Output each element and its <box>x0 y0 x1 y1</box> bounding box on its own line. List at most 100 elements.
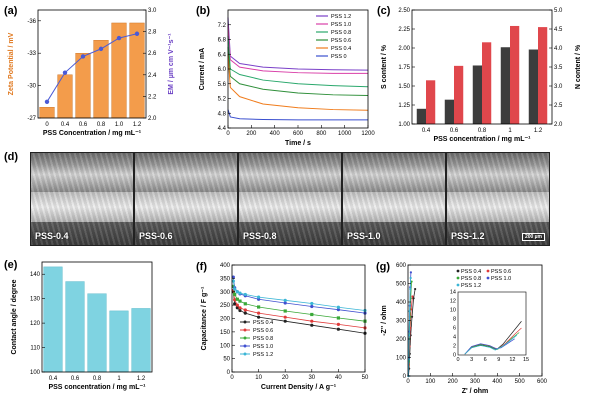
panel-f-y-tick-label: 300 <box>220 290 231 296</box>
panel-a-x-tick-label: 1.0 <box>115 122 124 128</box>
panel-f-ylabel: Capacitance / F g⁻¹ <box>201 286 208 350</box>
capacitance-point <box>336 327 340 331</box>
panel-b-y-tick-label: 7.2 <box>218 23 227 29</box>
panel-b-y-tick-label: 5.6 <box>218 82 227 88</box>
panel-c-x-tick-label: 0.8 <box>478 128 487 134</box>
sem-layer <box>343 153 445 245</box>
nyquist-point <box>408 334 411 337</box>
zeta-bar <box>93 40 109 119</box>
legend-label: PSS 0.6 <box>253 328 273 334</box>
panel-c-y2-tick-label: 4.5 <box>554 27 563 33</box>
capacitance-point <box>336 322 340 326</box>
current-line <box>227 46 369 97</box>
panel-e-x-tick-label: 1 <box>117 376 121 382</box>
panel-e-frame <box>41 261 153 373</box>
capacitance-point <box>233 287 237 291</box>
panel-b-x-tick-label: 1200 <box>361 131 375 137</box>
panel-c-label: (c) <box>377 5 391 17</box>
legend-label: PSS 1.2 <box>253 352 273 358</box>
contact-angle-bar <box>109 310 129 373</box>
capacitance-point <box>283 309 287 313</box>
panel-f-x-tick-label: 40 <box>335 375 342 381</box>
sem-image: PSS-1.0 <box>342 152 446 246</box>
panel-c-y-tick-label: 2.25 <box>398 27 410 33</box>
legend-marker <box>243 344 247 348</box>
panel-a-y2-tick-label: 2.2 <box>148 94 157 100</box>
panel-e-y-tick-label: 120 <box>30 321 41 327</box>
sem-sample-label: PSS-0.6 <box>139 231 173 241</box>
em-point <box>134 31 140 36</box>
panel-g-y-tick-label: 100 <box>396 356 407 362</box>
panel-a-x-tick-label: 0 <box>45 122 49 128</box>
panel-g-y-tick-label: 400 <box>396 300 407 306</box>
nyquist-point <box>411 295 414 298</box>
panel-b-ylabel: Current / mA <box>199 48 206 90</box>
panel-c-ylabel2: N content / % <box>575 44 582 89</box>
panel-a-x-tick-label: 0.8 <box>97 122 106 128</box>
contact-angle-bar <box>65 281 85 373</box>
capacitance-point <box>257 305 261 309</box>
sem-layer <box>31 153 133 192</box>
sem-image: PSS-0.6 <box>134 152 238 246</box>
em-point <box>98 46 104 52</box>
panel-b-y-tick-label: 6.4 <box>218 52 227 58</box>
capacitance-point <box>243 302 247 306</box>
panel-c-ylabel: S content / % <box>381 44 388 89</box>
s-content-bar <box>472 65 482 124</box>
s-content-bar <box>416 108 426 124</box>
capacitance-point <box>235 297 239 301</box>
n-content-bar <box>454 65 464 124</box>
panel-b-label: (b) <box>196 5 210 17</box>
legend-marker <box>243 352 247 356</box>
nyquist-point <box>409 287 412 291</box>
sem-sample-label: PSS-0.8 <box>243 231 277 241</box>
panel-g-y-tick-label: 200 <box>396 337 407 343</box>
inset-y-tick-label: 10 <box>450 308 456 314</box>
legend-label: PSS 0 <box>331 54 347 60</box>
inset-x-tick-label: 0 <box>456 357 459 363</box>
zeta-bar <box>39 106 55 119</box>
panel-f-label: (f) <box>196 261 207 273</box>
legend-label: PSS 1.0 <box>491 276 511 282</box>
panel-a-y-tick-label: -27 <box>27 116 36 122</box>
zeta-bar <box>75 53 91 119</box>
panel-b-y-tick-label: 6.8 <box>218 38 227 44</box>
capacitance-point <box>310 301 314 306</box>
panel-a-y2-tick-label: 2.6 <box>148 51 157 57</box>
nyquist-point <box>409 271 413 274</box>
sem-sample-label: PSS-0.4 <box>35 231 69 241</box>
n-content-bar <box>482 42 492 124</box>
panel-g-xlabel: Z' / ohm <box>462 388 489 395</box>
panel-g-x-tick-label: 200 <box>448 379 459 385</box>
inset-y-tick-label: 0 <box>453 353 456 359</box>
capacitance-point <box>283 315 287 319</box>
panel-e-xlabel: PSS concentration / mg mL⁻¹ <box>48 384 146 391</box>
inset-frame <box>457 291 527 356</box>
panel-c-y-tick-label: 1.25 <box>398 103 410 109</box>
sem-layer <box>135 153 237 192</box>
legend-label: PSS 1.2 <box>331 14 351 20</box>
legend-marker <box>486 269 490 273</box>
capacitance-point <box>310 323 314 327</box>
panel-f-x-tick-label: 0 <box>230 375 234 381</box>
capacitance-point <box>336 308 340 312</box>
legend-label: PSS 0.6 <box>491 269 511 275</box>
contact-angle-bar <box>131 308 151 373</box>
panel-a-label: (a) <box>4 5 18 17</box>
em-line <box>46 33 138 103</box>
panel-f-y-tick-label: 200 <box>220 317 231 323</box>
capacitance-line <box>232 290 366 329</box>
n-content-bar <box>510 25 520 124</box>
contact-angle-bar <box>87 293 107 373</box>
panel-b-y-tick-label: 4.8 <box>218 111 227 117</box>
panel-a-y2-tick-label: 3.0 <box>148 8 157 14</box>
inset-line <box>464 334 518 355</box>
current-line <box>227 109 368 121</box>
panel-a-y2-tick-label: 2.0 <box>148 116 157 122</box>
panel-a-xlabel: PSS Concentration / mg mL⁻¹ <box>43 130 142 137</box>
capacitance-point <box>283 301 287 305</box>
panel-e-x-tick-label: 0.6 <box>71 376 80 382</box>
em-point <box>62 70 68 75</box>
panel-b-y-tick-label: 5.2 <box>218 97 227 103</box>
panel-a-x-tick-label: 0.4 <box>61 122 70 128</box>
